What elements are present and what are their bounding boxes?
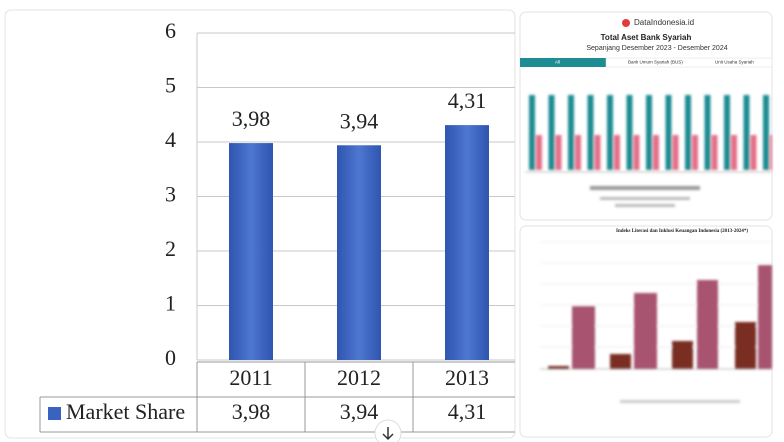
value-label: 4,31	[448, 88, 487, 113]
x-tick-label: 2013	[445, 365, 489, 390]
thumb-title: Indeks Literasi dan Inklusi Keuangan Ind…	[616, 229, 748, 234]
x-tick-label: 2011	[229, 365, 272, 390]
bar	[445, 125, 489, 360]
tab-bar	[605, 57, 773, 68]
bar	[229, 143, 273, 360]
table-cell: 3,94	[340, 399, 379, 424]
thumb-subtitle: Sepanjang Desember 2023 - Desember 2024	[586, 45, 727, 52]
brand: DataIndonesia.id	[634, 18, 694, 27]
y-tick-label: 4	[165, 127, 176, 152]
legend-swatch	[48, 407, 61, 420]
x-tick-label: 2012	[337, 365, 381, 390]
tab: Unit Usaha Syariah	[715, 60, 754, 65]
thumb-chart	[540, 241, 772, 403]
value-label: 3,98	[232, 106, 271, 131]
scroll-button[interactable]	[374, 419, 402, 442]
thumb-title: Total Aset Bank Syariah	[601, 33, 692, 42]
y-tick-label: 6	[165, 18, 176, 43]
tab-active	[520, 58, 606, 67]
y-tick-label: 1	[165, 291, 176, 316]
y-tick-label: 5	[165, 73, 176, 98]
table-cell: 4,31	[448, 399, 487, 424]
y-tick-label: 0	[165, 345, 176, 370]
value-label: 3,94	[340, 108, 379, 133]
chart: 0 1 2 3 4 5 6 Market Share 3,98 3,98 3,94 3,94 4,31 4…	[39, 18, 515, 433]
thumbnail-1[interactable]: DataIndonesia.id Total Aset Bank Syariah…	[519, 11, 773, 221]
main-result[interactable]: 0 1 2 3 4 5 6 Market Share 3,98 3,98 3,94 3,94 4,31 4…	[4, 9, 521, 439]
thumbnail-2[interactable]: Indeks Literasi dan Inklusi Keuangan Ind…	[519, 225, 773, 438]
bar	[337, 145, 381, 360]
thumb-chart	[525, 90, 772, 207]
tab: All	[555, 60, 560, 65]
y-tick-label: 3	[165, 182, 176, 207]
tab: Bank Umum Syariah (BUS)	[628, 60, 683, 65]
table-cell: 3,98	[232, 399, 271, 424]
arrow-icon	[382, 427, 394, 441]
brand-icon	[622, 19, 630, 27]
y-tick-label: 2	[165, 236, 176, 261]
legend-label: Market Share	[66, 399, 185, 424]
